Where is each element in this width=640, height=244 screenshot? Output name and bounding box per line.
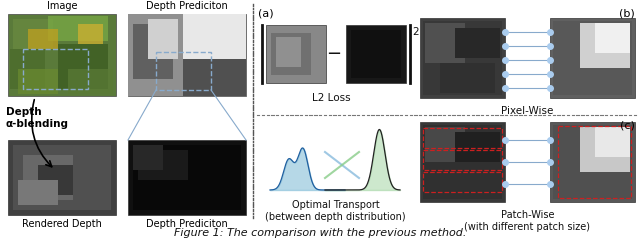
Text: Patch-Wise
(with different patch size): Patch-Wise (with different patch size) [465,210,591,232]
Bar [183,59,246,96]
Bar [423,21,502,95]
Bar [580,127,630,172]
Text: L2 Loss: L2 Loss [312,93,350,103]
Bar [133,24,173,79]
Bar [128,14,183,96]
Text: Pixel-Wise: Pixel-Wise [501,106,554,116]
Bar [423,125,502,199]
Text: Depth Prediciton: Depth Prediciton [146,1,228,11]
Bar [138,150,188,180]
Bar [595,23,630,53]
Bar [420,18,505,98]
Text: (c): (c) [620,120,635,130]
Bar [38,165,73,195]
Bar [133,145,163,170]
Bar [553,125,632,199]
Bar [23,155,73,200]
Bar [351,30,401,78]
Text: Figure 1: The comparison with the previous method.: Figure 1: The comparison with the previo… [174,228,466,238]
Bar [423,150,502,170]
Text: Depth Prediciton: Depth Prediciton [146,219,228,229]
Text: (b): (b) [620,8,635,18]
Bar [550,122,635,202]
Bar [550,18,635,98]
Text: Rendered Depth: Rendered Depth [22,219,102,229]
Bar [266,25,326,83]
Bar [133,145,241,210]
Bar [8,140,116,215]
Text: (a): (a) [258,8,274,18]
Bar [18,180,58,205]
Bar [128,14,246,96]
Text: −: − [326,45,342,63]
Bar [558,126,631,198]
Bar [78,24,103,44]
Bar [276,37,301,67]
Bar [156,52,211,90]
Bar [346,25,406,83]
Bar [595,127,630,157]
Text: Optimal Transport
(between depth distribution): Optimal Transport (between depth distrib… [265,200,406,222]
Bar [423,172,502,192]
Bar [183,14,246,59]
Bar [455,132,500,162]
Bar [420,122,505,202]
Bar [13,145,111,210]
Bar [8,14,116,96]
Bar [18,69,58,94]
Bar [28,29,58,49]
Bar [10,49,45,89]
Bar [23,49,88,89]
Bar [580,23,630,68]
Bar [553,21,632,95]
Text: Image: Image [47,1,77,11]
Bar [440,63,495,93]
Text: 2: 2 [412,27,419,37]
Bar [425,23,465,63]
Bar [128,140,246,215]
Bar [423,128,502,148]
Bar [13,19,53,49]
Bar [58,44,108,89]
Text: Depth
α-blending: Depth α-blending [6,107,69,129]
Bar [48,16,108,41]
Bar [68,69,113,94]
Bar [148,19,178,59]
Bar [271,33,311,75]
Bar [455,28,500,58]
Bar [425,127,465,162]
